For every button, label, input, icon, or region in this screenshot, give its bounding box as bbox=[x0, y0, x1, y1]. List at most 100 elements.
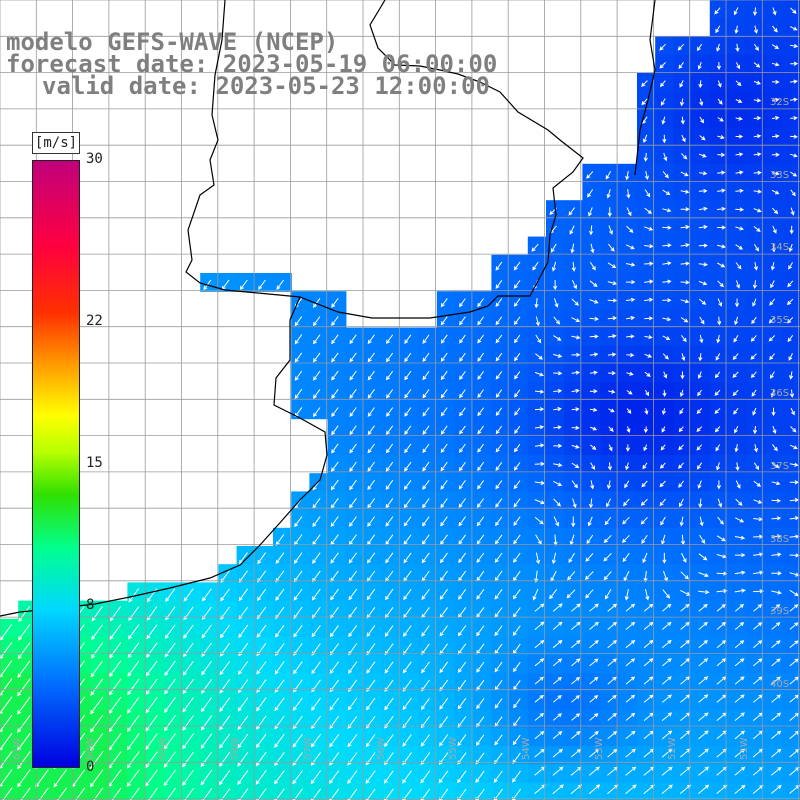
wind-arrow bbox=[789, 371, 794, 380]
wind-arrow bbox=[294, 334, 303, 345]
wind-arrow bbox=[790, 134, 798, 139]
wind-arrow bbox=[696, 43, 703, 52]
wind-arrow bbox=[625, 444, 631, 452]
wind-arrow bbox=[330, 516, 339, 528]
wind-arrow bbox=[698, 353, 703, 362]
wind-arrow bbox=[644, 316, 654, 321]
wind-arrow bbox=[734, 535, 746, 540]
wind-arrow bbox=[734, 622, 745, 630]
wind-arrow bbox=[145, 715, 158, 732]
wind-arrow bbox=[331, 370, 339, 381]
wind-arrow bbox=[164, 660, 176, 677]
wind-arrow bbox=[771, 407, 776, 417]
wind-arrow bbox=[771, 658, 781, 667]
wind-arrow bbox=[477, 389, 485, 399]
wind-arrow bbox=[753, 570, 764, 575]
wind-arrow bbox=[607, 281, 618, 286]
wind-arrow bbox=[789, 497, 800, 503]
wind-arrow bbox=[402, 770, 412, 784]
wind-arrow bbox=[714, 408, 721, 414]
wind-arrow bbox=[313, 370, 321, 381]
wind-arrow bbox=[365, 734, 376, 748]
wind-arrow bbox=[17, 732, 31, 752]
wind-arrow bbox=[716, 588, 728, 594]
wind-arrow bbox=[90, 714, 104, 733]
wind-arrow bbox=[422, 461, 430, 472]
wind-arrow bbox=[568, 552, 576, 563]
wind-arrow bbox=[698, 80, 703, 89]
wind-arrow bbox=[551, 261, 557, 272]
wind-arrow bbox=[313, 334, 321, 345]
wind-arrow bbox=[734, 425, 739, 434]
wind-arrow bbox=[790, 207, 795, 216]
wind-arrow bbox=[680, 243, 690, 248]
wind-arrow bbox=[786, 298, 794, 306]
wind-arrow bbox=[348, 625, 358, 638]
wind-arrow bbox=[734, 694, 745, 703]
wind-arrow bbox=[698, 298, 707, 305]
wind-arrow bbox=[642, 462, 648, 470]
wind-arrow bbox=[457, 643, 467, 655]
wind-arrow bbox=[753, 261, 758, 271]
wind-arrow bbox=[771, 62, 780, 67]
wind-arrow bbox=[661, 621, 672, 630]
wind-arrow bbox=[404, 389, 412, 399]
wind-arrow bbox=[732, 371, 739, 378]
wind-arrow bbox=[403, 607, 412, 619]
wind-arrow bbox=[312, 552, 321, 564]
wind-arrow bbox=[589, 261, 596, 271]
wind-arrow bbox=[275, 588, 285, 601]
wind-arrow bbox=[589, 640, 599, 649]
wind-arrow bbox=[237, 788, 249, 800]
wind-arrow bbox=[127, 642, 140, 659]
wind-arrow bbox=[626, 334, 635, 339]
wind-arrow bbox=[182, 733, 195, 750]
wind-arrow bbox=[367, 334, 375, 345]
wind-arrow bbox=[607, 694, 617, 703]
wind-arrow bbox=[476, 661, 485, 673]
wind-arrow bbox=[699, 316, 705, 325]
wind-arrow bbox=[644, 207, 653, 214]
wind-arrow bbox=[237, 715, 249, 731]
wind-arrow bbox=[552, 766, 564, 776]
wind-arrow bbox=[570, 621, 581, 630]
wind-arrow bbox=[643, 570, 648, 583]
wind-arrow bbox=[753, 208, 762, 213]
wind-arrow bbox=[365, 697, 376, 711]
colorbar-tick-15: 15 bbox=[86, 455, 103, 471]
lon-label: 61W bbox=[12, 737, 23, 760]
wind-arrow bbox=[257, 552, 267, 565]
wind-arrow bbox=[420, 770, 431, 784]
wind-arrow bbox=[662, 171, 669, 179]
wind-arrow bbox=[495, 462, 503, 471]
wind-arrow bbox=[458, 498, 467, 509]
colorbar-unit: [m/s] bbox=[32, 132, 80, 154]
wind-arrow bbox=[493, 770, 503, 783]
wind-arrow bbox=[715, 353, 721, 361]
wind-arrow bbox=[717, 225, 727, 230]
wind-arrow bbox=[606, 189, 611, 199]
wind-arrow bbox=[662, 298, 672, 303]
wind-arrow bbox=[475, 734, 485, 746]
wind-arrow bbox=[366, 661, 376, 674]
wind-arrow bbox=[385, 443, 394, 454]
wind-arrow bbox=[604, 516, 612, 526]
longitude-labels: 61W 60W 59W 58W 57W 56W 55W 54W 53W 52W 51W bbox=[12, 737, 750, 760]
wind-arrow bbox=[734, 316, 739, 326]
wind-arrow bbox=[0, 714, 13, 733]
wind-arrow bbox=[567, 571, 576, 581]
wind-arrow bbox=[750, 353, 757, 360]
wind-arrow bbox=[90, 769, 104, 788]
wind-arrow bbox=[89, 732, 104, 752]
wind-arrow bbox=[621, 534, 630, 544]
wind-arrow bbox=[753, 604, 763, 612]
wind-arrow bbox=[661, 408, 666, 416]
wind-arrow bbox=[662, 279, 672, 284]
wind-arrow bbox=[789, 604, 799, 612]
wind-arrow bbox=[753, 622, 763, 630]
wind-arrow bbox=[220, 588, 230, 602]
lat-label: 32S bbox=[770, 97, 789, 108]
wind-arrow bbox=[512, 625, 521, 637]
wind-arrow bbox=[680, 658, 691, 667]
wind-arrow bbox=[330, 588, 339, 601]
